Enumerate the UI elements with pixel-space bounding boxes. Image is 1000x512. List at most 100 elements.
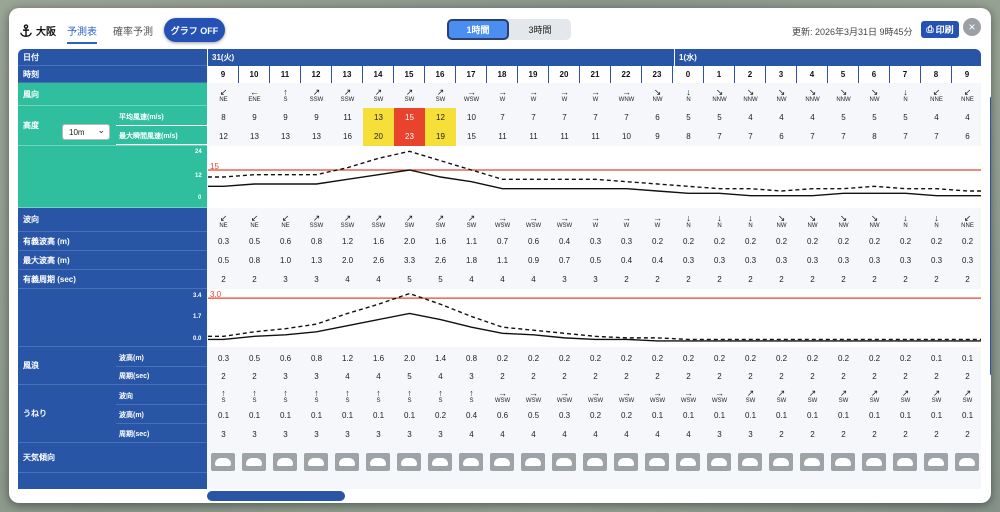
- hour-cell: 9: [952, 66, 981, 83]
- windwave-height-cell: 1.2: [341, 353, 354, 363]
- tab-forecast[interactable]: 予測表: [67, 23, 97, 44]
- max-wind-cell: 6: [779, 132, 784, 141]
- printer-icon: ⎙: [926, 24, 934, 34]
- swell-height-cell: 0.4: [465, 411, 478, 420]
- direction-arrow-icon: ↙: [219, 87, 228, 97]
- wave-axis-mid: 1.7: [193, 314, 202, 320]
- avg-wind-cell: 4: [779, 113, 784, 122]
- max-wave-cell: 0.3: [682, 256, 695, 265]
- hour-cell: 5: [828, 66, 859, 83]
- direction-label: SW: [435, 222, 446, 229]
- swell-period-cell: 2: [903, 429, 908, 439]
- direction-label: SW: [466, 222, 477, 229]
- wind-axis-mid: 12: [195, 173, 202, 179]
- close-button[interactable]: ×: [963, 18, 981, 36]
- max-wave-cell: 0.4: [651, 256, 664, 265]
- max-wind-cell: 15: [467, 132, 476, 141]
- tab-probability[interactable]: 確率予測: [113, 27, 153, 38]
- period-cell: 4: [469, 275, 474, 284]
- max-wind-cell: 8: [686, 132, 691, 141]
- direction-label: S: [221, 397, 226, 404]
- swell-dir-cell: ↑ S: [456, 387, 487, 406]
- windwave-height-cell: 0.5: [248, 353, 261, 363]
- direction-arrow-icon: ↑: [345, 387, 350, 398]
- sig-wave-cell: 0.6: [279, 237, 292, 246]
- swell-period-cell: 4: [655, 429, 660, 439]
- cloud-icon: [893, 453, 917, 471]
- direction-arrow-icon: →: [560, 212, 569, 223]
- direction-label: NW: [776, 222, 787, 229]
- max-wave-cell: 0.3: [930, 256, 943, 265]
- location: 大阪: [19, 23, 56, 38]
- swell-height-cell: 0.2: [434, 411, 447, 420]
- swell-dir-cell: ↗ SW: [952, 387, 981, 406]
- sig-wave-cell: 0.2: [744, 237, 757, 246]
- windwave-period-cell: 2: [748, 371, 753, 381]
- hour-cell: 3: [766, 66, 797, 83]
- height-select[interactable]: 10m ⌄: [62, 124, 110, 140]
- windwave-period-cell: 2: [717, 371, 722, 381]
- wind-graph-label: [18, 146, 207, 208]
- wave-dir-cell: ↗ SSW: [332, 211, 363, 232]
- swell-height-cell: 0.1: [341, 411, 354, 420]
- direction-label: W: [561, 97, 568, 103]
- cloud-icon: [924, 453, 948, 471]
- direction-arrow-icon: →: [591, 212, 600, 223]
- windwave-height-cell: 0.2: [899, 353, 912, 363]
- print-button[interactable]: ⎙ 印刷: [921, 21, 959, 38]
- direction-label: NNW: [743, 97, 758, 103]
- swell-height-cell: 0.1: [713, 411, 726, 420]
- swell-dir-cell: ↗ SW: [735, 387, 766, 406]
- max-wind-cell: 19: [425, 127, 456, 146]
- direction-arrow-icon: →: [653, 387, 662, 398]
- sig-wave-cell: 1.2: [341, 237, 354, 246]
- direction-arrow-icon: →: [622, 387, 631, 398]
- direction-label: SW: [745, 397, 756, 404]
- interval-3h-button[interactable]: 3時間: [528, 25, 552, 35]
- windwave-height-cell: 0.2: [496, 353, 509, 363]
- max-wind-cell: 7: [717, 132, 722, 141]
- period-cell: 2: [717, 275, 722, 284]
- date-header-1: 1(水): [675, 49, 981, 66]
- direction-label: W: [530, 97, 537, 103]
- max-wave-cell: 2.6: [372, 256, 385, 265]
- direction-label: SW: [404, 97, 415, 103]
- wind-axis-top: 24: [195, 149, 202, 155]
- vertical-scrollbar[interactable]: [990, 96, 991, 376]
- direction-arrow-icon: ↘: [839, 212, 848, 223]
- sig-wave-cell: 0.2: [775, 237, 788, 246]
- label-windwave-period: 周期(sec): [116, 367, 207, 385]
- period-cell: 2: [655, 275, 660, 284]
- windwave-height-cell: 0.2: [527, 353, 540, 363]
- graph-toggle-button[interactable]: グラフ OFF: [164, 18, 225, 42]
- windwave-height-cell: 0.1: [961, 353, 974, 363]
- horizontal-scrollbar[interactable]: [207, 491, 345, 501]
- wind-dir-cell: ↙ NNE: [921, 86, 952, 106]
- direction-label: SW: [373, 97, 384, 103]
- hour-cell: 8: [921, 66, 952, 83]
- max-wave-cell: 0.3: [868, 256, 881, 265]
- direction-label: NW: [776, 97, 787, 103]
- swell-period-cell: 3: [252, 429, 257, 439]
- swell-dir-cell: → WSW: [487, 387, 518, 406]
- sig-wave-cell: 0.3: [217, 237, 230, 246]
- cloud-icon: [645, 453, 669, 471]
- windwave-period-cell: 2: [965, 371, 970, 381]
- hour-cell: 19: [518, 66, 549, 83]
- direction-label: W: [654, 222, 661, 229]
- windwave-height-cell: 0.2: [775, 353, 788, 363]
- swell-height-cell: 0.1: [775, 411, 788, 420]
- max-wave-cell: 1.3: [310, 256, 323, 265]
- wave-dir-cell: ↓ N: [921, 211, 952, 232]
- wind-axis-bottom: 0: [198, 195, 202, 201]
- avg-wind-cell: 12: [425, 108, 456, 127]
- wave-dir-cell: ↘ NW: [766, 211, 797, 232]
- windwave-height-cell: 1.6: [372, 353, 385, 363]
- windwave-period-cell: 2: [903, 371, 908, 381]
- period-cell: 2: [686, 275, 691, 284]
- cloud-icon: [707, 453, 731, 471]
- direction-label: S: [283, 97, 288, 103]
- label-swell-dir: 波向: [116, 387, 207, 405]
- period-cell: 2: [810, 275, 815, 284]
- interval-1h-button[interactable]: 1時間: [447, 19, 509, 40]
